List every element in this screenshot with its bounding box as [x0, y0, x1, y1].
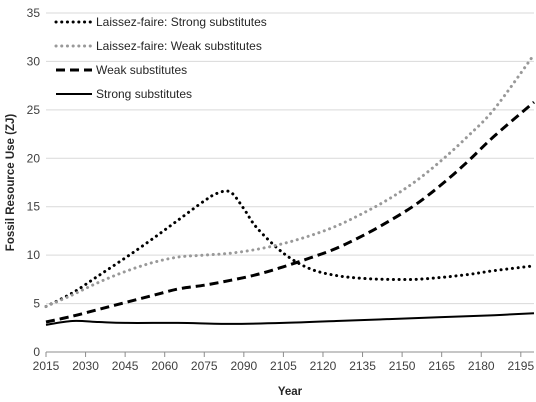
- series-line-3: [45, 100, 535, 324]
- x-tick-label: 2060: [151, 359, 178, 373]
- x-tick-label: 2090: [230, 359, 257, 373]
- x-tick-label: 2120: [310, 359, 337, 373]
- x-tick-label: 2165: [428, 359, 455, 373]
- y-tick-label: 35: [27, 6, 41, 20]
- x-tick-label: 2015: [33, 359, 60, 373]
- x-tick-label: 2150: [389, 359, 416, 373]
- y-tick-label: 25: [27, 103, 41, 117]
- x-tick-label: 2030: [72, 359, 99, 373]
- y-tick-label: 15: [27, 200, 41, 214]
- x-tick-label: 2045: [112, 359, 139, 373]
- x-tick-label: 2135: [349, 359, 376, 373]
- legend-label: Laissez-faire: Weak substitutes: [96, 39, 262, 53]
- y-tick-label: 20: [27, 151, 41, 165]
- y-axis-title: Fossil Resource Use (ZJ): [5, 114, 17, 252]
- series-lines: [44, 53, 536, 326]
- y-tick-label: 10: [27, 248, 41, 262]
- x-tick-label: 2195: [507, 359, 534, 373]
- legend-label: Laissez-faire: Strong substitutes: [96, 15, 267, 29]
- series-line-2: [44, 53, 536, 308]
- series-line-1: [44, 189, 536, 308]
- y-tick-label: 30: [27, 54, 41, 68]
- series-line-4: [45, 312, 535, 326]
- grid-lines: [46, 12, 534, 305]
- x-axis-title: Year: [278, 386, 303, 398]
- y-tick-label: 0: [33, 345, 40, 359]
- legend-label: Weak substitutes: [96, 63, 187, 77]
- x-axis-ticks: 2015 2030 2045 2060 2075 2090 2105 2120 2135 2150…: [33, 352, 534, 373]
- x-tick-label: 2180: [468, 359, 495, 373]
- x-tick-label: 2075: [191, 359, 218, 373]
- legend-label: Strong substitutes: [96, 87, 192, 101]
- y-axis-ticks: 0 5 10 15 20 25 30 35: [27, 6, 41, 359]
- legend: Laissez-faire: Strong substitutes Laissez…: [54, 15, 267, 101]
- y-tick-label: 5: [33, 297, 40, 311]
- x-tick-label: 2105: [270, 359, 297, 373]
